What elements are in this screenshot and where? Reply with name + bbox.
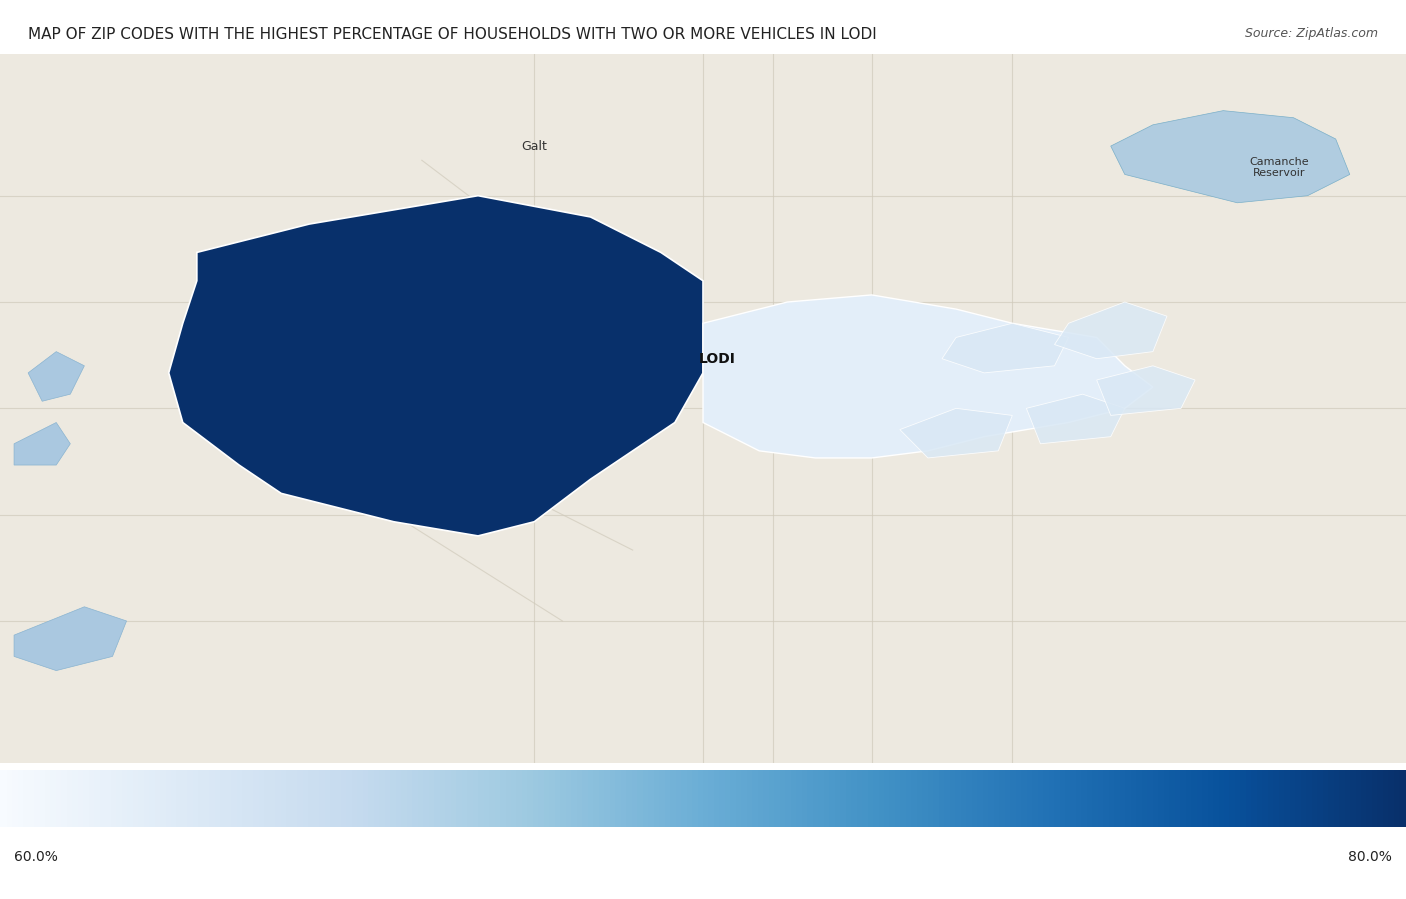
Text: Galt: Galt bbox=[522, 139, 547, 153]
Text: Source: ZipAtlas.com: Source: ZipAtlas.com bbox=[1244, 27, 1378, 40]
Text: Camanche
Reservoir: Camanche Reservoir bbox=[1250, 156, 1309, 178]
Polygon shape bbox=[1026, 394, 1125, 444]
Polygon shape bbox=[1111, 111, 1350, 203]
Text: 60.0%: 60.0% bbox=[14, 850, 58, 864]
Polygon shape bbox=[28, 352, 84, 401]
Polygon shape bbox=[169, 196, 703, 536]
Polygon shape bbox=[1054, 302, 1167, 359]
Polygon shape bbox=[14, 423, 70, 465]
Polygon shape bbox=[1097, 366, 1195, 415]
Text: 80.0%: 80.0% bbox=[1348, 850, 1392, 864]
Polygon shape bbox=[14, 607, 127, 671]
Polygon shape bbox=[900, 408, 1012, 458]
Text: MAP OF ZIP CODES WITH THE HIGHEST PERCENTAGE OF HOUSEHOLDS WITH TWO OR MORE VEHI: MAP OF ZIP CODES WITH THE HIGHEST PERCEN… bbox=[28, 27, 877, 42]
Text: LODI: LODI bbox=[699, 352, 735, 366]
Polygon shape bbox=[703, 295, 1153, 458]
Polygon shape bbox=[942, 324, 1069, 373]
